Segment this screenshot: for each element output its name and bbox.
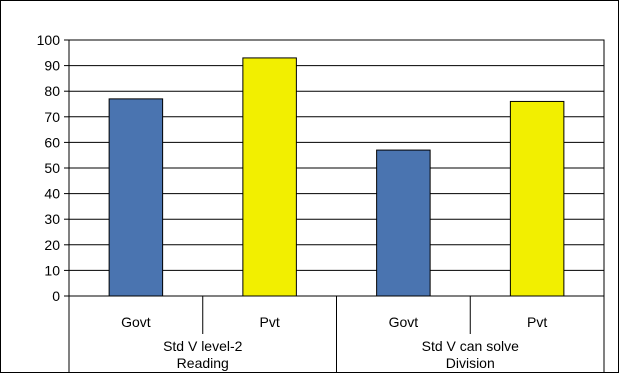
x-group-label: Division <box>446 355 495 371</box>
bar-1-govt <box>108 98 164 297</box>
y-tick-label-100: 100 <box>37 32 61 48</box>
y-tick-label-50: 50 <box>44 160 60 176</box>
bar-1-pvt <box>242 57 297 297</box>
x-group-label: Std V can solve <box>422 338 519 354</box>
y-tick-label-90: 90 <box>44 58 60 74</box>
y-tick-label-70: 70 <box>44 109 60 125</box>
x-group-label: Reading <box>177 355 229 371</box>
bar-2-govt <box>376 149 431 297</box>
x-group-label: Std V level-2 <box>163 338 243 354</box>
y-tick-label-10: 10 <box>44 262 60 278</box>
y-tick-label-40: 40 <box>44 186 60 202</box>
x-category-label: Govt <box>389 314 419 330</box>
x-category-label: Pvt <box>527 314 547 330</box>
bar-2-pvt <box>509 100 565 297</box>
x-category-label: Pvt <box>260 314 280 330</box>
y-tick-label-0: 0 <box>52 288 60 304</box>
x-category-label: Govt <box>121 314 151 330</box>
y-tick-label-30: 30 <box>44 211 60 227</box>
y-tick-label-80: 80 <box>44 83 60 99</box>
y-tick-label-60: 60 <box>44 134 60 150</box>
y-tick-label-20: 20 <box>44 237 60 253</box>
